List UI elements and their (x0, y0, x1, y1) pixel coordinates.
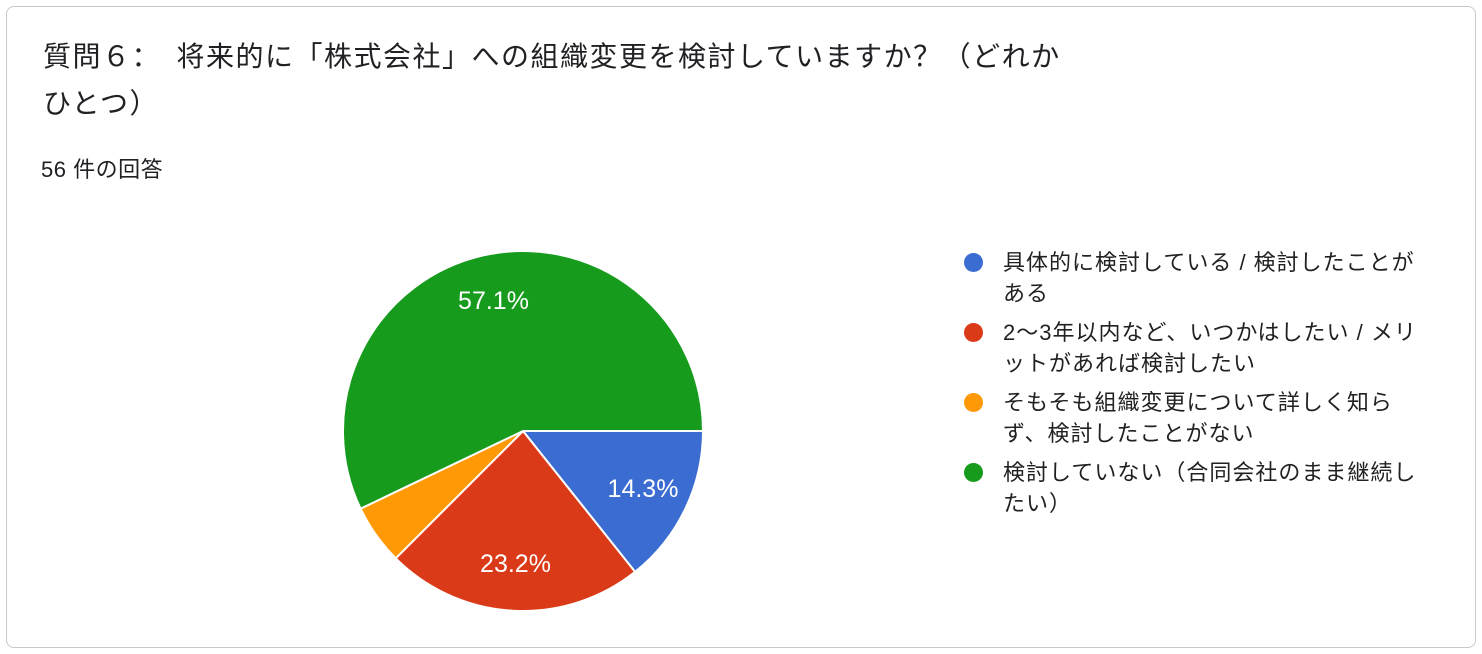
legend-item-4: 検討していない（合同会社のまま継続し たい） (964, 457, 1464, 519)
pie-slice-2[interactable] (394, 430, 637, 612)
chart-legend: 具体的に検討している / 検討したことが ある 2〜3年以内など、いつかはしたい… (964, 247, 1464, 527)
question-result-card: 質問６： 将来的に「株式会社」への組織変更を検討していますか？（どれか ひとつ）… (6, 6, 1476, 648)
legend-color-dot (964, 253, 983, 272)
slice-percent-label: 57.1% (458, 287, 529, 315)
pie-slice-4[interactable] (342, 250, 704, 510)
legend-color-dot (964, 323, 983, 342)
response-count: 56 件の回答 (41, 157, 164, 182)
legend-item-3: そもそも組織変更について詳しく知ら ず、検討したことがない (964, 387, 1464, 449)
legend-color-dot (964, 393, 983, 412)
question-title: 質問６： 将来的に「株式会社」への組織変更を検討していますか？（どれか ひとつ） (43, 41, 1061, 119)
legend-item-label: そもそも組織変更について詳しく知ら ず、検討したことがない (1003, 390, 1393, 446)
legend-item-label: 具体的に検討している / 検討したことが ある (1003, 250, 1415, 306)
legend-item-label: 検討していない（合同会社のまま継続し たい） (1003, 460, 1417, 516)
legend-item-1: 具体的に検討している / 検討したことが ある (964, 247, 1464, 309)
slice-percent-label: 14.3% (608, 475, 679, 503)
slice-percent-label: 23.2% (480, 550, 551, 578)
pie-chart: 14.3% 23.2% 57.1% (333, 241, 713, 621)
legend-item-2: 2〜3年以内など、いつかはしたい / メリ ットがあれば検討したい (964, 317, 1464, 379)
pie-slice-1[interactable] (522, 430, 704, 573)
pie-chart-svg: 14.3% 23.2% 57.1% (342, 250, 704, 612)
legend-item-label: 2〜3年以内など、いつかはしたい / メリ ットがあれば検討したい (1003, 320, 1417, 376)
legend-color-dot (964, 463, 983, 482)
